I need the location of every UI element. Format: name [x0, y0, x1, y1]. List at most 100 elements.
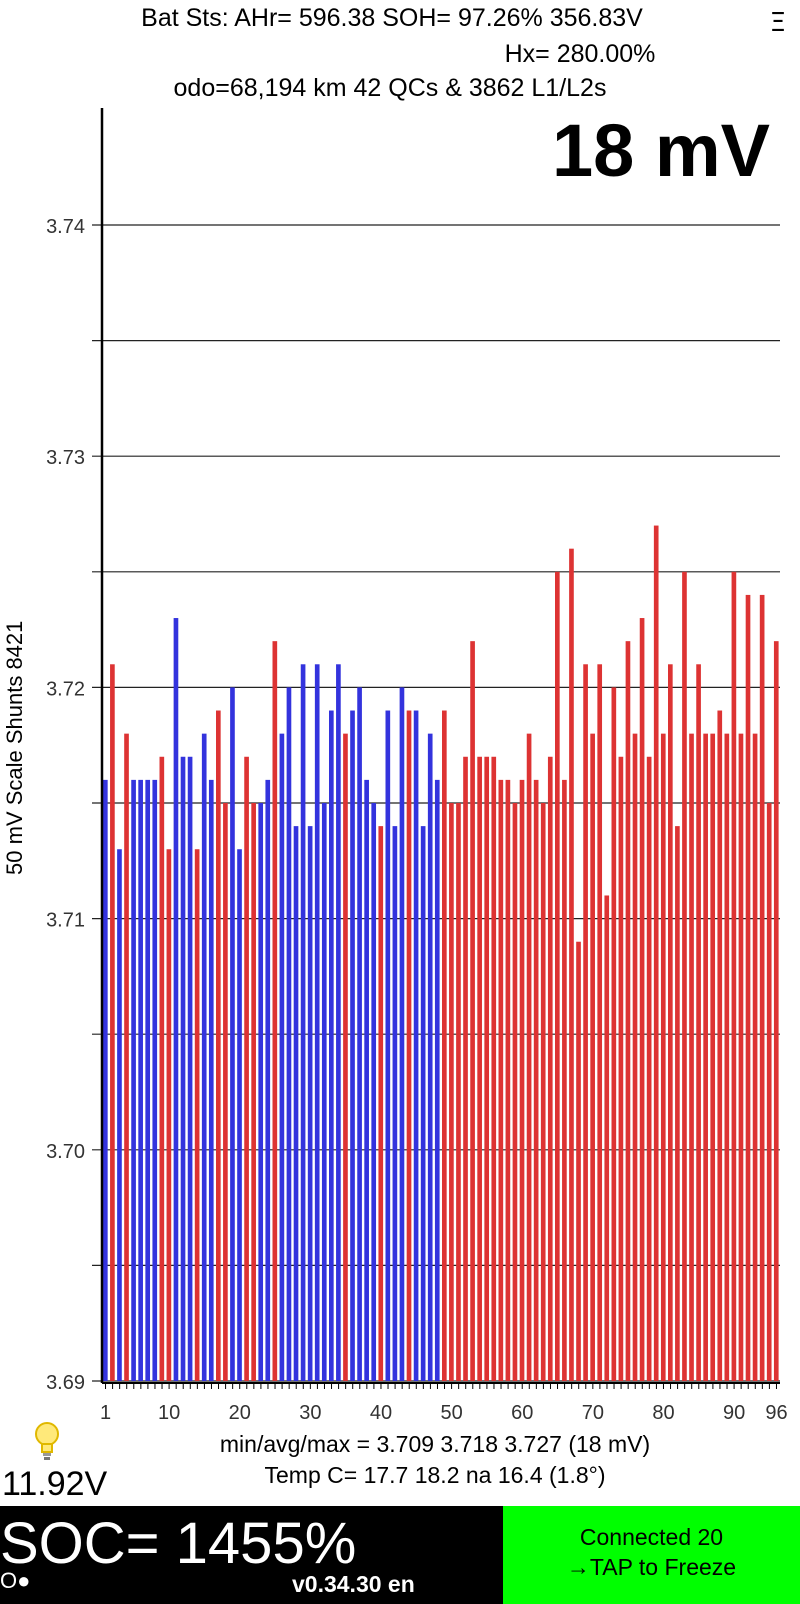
cell-bar [300, 664, 306, 1381]
cell-bar [378, 826, 384, 1381]
cell-bar [420, 826, 426, 1381]
cell-bar [540, 803, 546, 1381]
cell-bar [216, 710, 221, 1381]
menu-icon[interactable]: Ξ [769, 8, 786, 38]
cell-bar [321, 803, 327, 1381]
x-tick-label: 96 [765, 1402, 787, 1424]
cell-bar [314, 664, 320, 1381]
cell-bar [272, 641, 278, 1381]
x-tick-label: 90 [723, 1402, 745, 1424]
cell-bar [117, 849, 122, 1381]
cell-bar [498, 779, 504, 1381]
cell-bar [329, 710, 334, 1381]
x-tick-label: 40 [370, 1402, 392, 1424]
cell-bar [717, 710, 723, 1381]
cell-bar [597, 664, 603, 1381]
cell-bar [675, 826, 680, 1381]
cell-bar [399, 687, 405, 1381]
cell-bar [512, 803, 518, 1381]
cell-bar [110, 664, 115, 1381]
cell-bar [357, 687, 362, 1381]
cell-bar [689, 733, 694, 1381]
aux-battery-voltage: 11.92V [2, 1465, 108, 1503]
cell-bar [696, 664, 701, 1381]
cell-bar [364, 779, 369, 1381]
cell-stats-line: min/avg/max = 3.709 3.718 3.727 (18 mV) [219, 1431, 651, 1457]
cell-bar [180, 756, 186, 1381]
tap-to-freeze-label: →TAP to Freeze [566, 1554, 737, 1580]
x-tick-label: 50 [440, 1402, 462, 1424]
x-tick-label: 1 [100, 1402, 111, 1424]
cell-bar [350, 710, 355, 1381]
cell-bar [632, 733, 638, 1381]
cell-bar [611, 687, 617, 1381]
connection-dots: O● [0, 1568, 31, 1593]
cell-bar [230, 687, 235, 1381]
x-tick-label: 70 [582, 1402, 604, 1424]
cell-bar [660, 733, 666, 1381]
x-tick-label: 80 [652, 1402, 674, 1424]
cell-bar [583, 664, 588, 1381]
cell-bar [477, 756, 482, 1381]
cell-bar [258, 803, 264, 1381]
cell-bar [731, 571, 737, 1381]
cell-bar [491, 756, 497, 1381]
cell-bar [463, 756, 468, 1381]
y-axis-label: 50 mV Scale Shunts 8421 [2, 620, 27, 875]
cell-bar [519, 779, 525, 1381]
cell-bar [413, 710, 419, 1381]
battery-status-line: Bat Sts: AHr= 596.38 SOH= 97.26% 356.83V [141, 4, 643, 32]
cell-bar [505, 779, 511, 1381]
x-tick-label: 60 [511, 1402, 533, 1424]
cell-bar [427, 733, 433, 1381]
cell-bar [124, 733, 129, 1381]
cell-bar [307, 826, 313, 1381]
cell-bar [194, 849, 200, 1381]
cell-bar [131, 779, 136, 1381]
cell-bar [562, 779, 567, 1381]
cell-bar [618, 756, 624, 1381]
y-tick-label: 3.73 [46, 447, 85, 469]
cell-bar [336, 664, 341, 1381]
cell-bar [752, 733, 758, 1381]
cell-bar [766, 803, 772, 1381]
x-tick-label: 20 [229, 1402, 251, 1424]
y-tick-label: 3.72 [46, 678, 85, 700]
cell-bar [279, 733, 285, 1381]
cell-bar [470, 641, 475, 1381]
cell-bar [152, 779, 158, 1381]
cell-bar [343, 733, 348, 1381]
y-tick-label: 3.70 [46, 1141, 85, 1163]
cell-bar [244, 756, 249, 1381]
hx-line: Hx= 280.00% [504, 40, 656, 68]
cell-bar [604, 895, 610, 1381]
cell-bar [555, 571, 560, 1381]
y-tick-label: 3.71 [46, 910, 85, 932]
cell-bar [547, 756, 553, 1381]
cell-bar [576, 941, 581, 1381]
cell-bar [569, 548, 574, 1381]
connected-count-label: Connected 20 [579, 1524, 724, 1550]
freeze-button[interactable]: Connected 20 →TAP to Freeze [503, 1506, 800, 1604]
cell-bar [286, 687, 292, 1381]
odometer-line: odo=68,194 km 42 QCs & 3862 L1/L2s [173, 74, 607, 102]
app-version: v0.34.30 en [292, 1571, 415, 1597]
cell-bar [484, 756, 490, 1381]
cell-bar [371, 803, 377, 1381]
lightbulb-icon [35, 1422, 59, 1460]
cell-bar [639, 618, 645, 1381]
cell-bar [456, 803, 461, 1381]
cell-bar [173, 618, 179, 1381]
cell-bar [625, 641, 631, 1381]
y-tick-label: 3.74 [46, 216, 85, 238]
cell-bar [738, 733, 744, 1381]
cell-bar [201, 733, 207, 1381]
x-tick-label: 10 [158, 1402, 180, 1424]
cell-bar [159, 756, 165, 1381]
cell-bar [745, 594, 751, 1381]
cell-bar [449, 803, 454, 1381]
cell-bar [223, 803, 228, 1381]
cell-bar [145, 779, 151, 1381]
cell-bar [237, 849, 242, 1381]
cell-bar [385, 710, 391, 1381]
